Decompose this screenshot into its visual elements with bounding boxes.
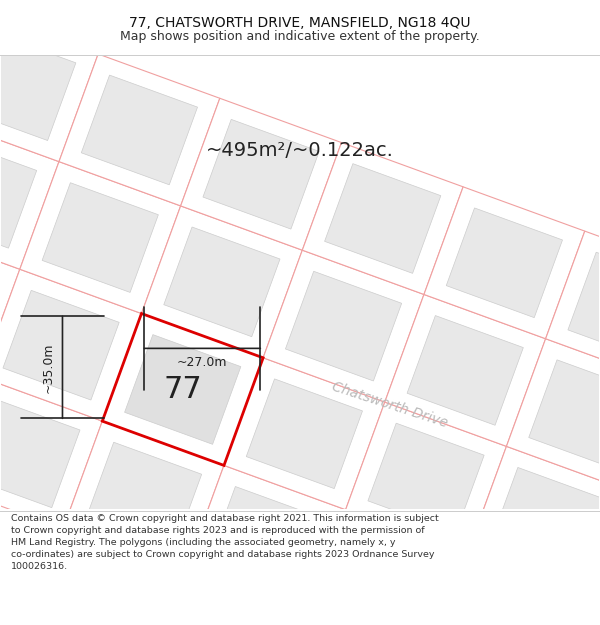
Polygon shape bbox=[63, 421, 224, 573]
Polygon shape bbox=[0, 269, 142, 421]
Polygon shape bbox=[3, 291, 119, 400]
Polygon shape bbox=[529, 360, 600, 469]
Polygon shape bbox=[85, 442, 202, 552]
Polygon shape bbox=[20, 162, 181, 314]
Text: Contains OS data © Crown copyright and database right 2021. This information is : Contains OS data © Crown copyright and d… bbox=[11, 514, 439, 571]
Polygon shape bbox=[385, 294, 545, 446]
Text: ~35.0m: ~35.0m bbox=[41, 342, 55, 392]
Text: Map shows position and indicative extent of the property.: Map shows position and indicative extent… bbox=[120, 30, 480, 43]
Polygon shape bbox=[0, 118, 59, 269]
Polygon shape bbox=[181, 98, 341, 250]
Polygon shape bbox=[185, 466, 346, 618]
Polygon shape bbox=[125, 334, 241, 444]
Polygon shape bbox=[302, 142, 463, 294]
Polygon shape bbox=[59, 54, 220, 206]
Polygon shape bbox=[125, 334, 241, 444]
Polygon shape bbox=[428, 554, 589, 625]
Polygon shape bbox=[368, 423, 484, 533]
Polygon shape bbox=[329, 531, 445, 625]
Polygon shape bbox=[207, 486, 323, 596]
Polygon shape bbox=[246, 379, 362, 489]
Polygon shape bbox=[407, 316, 523, 425]
Polygon shape bbox=[424, 187, 585, 339]
Polygon shape bbox=[307, 510, 467, 625]
Polygon shape bbox=[263, 250, 424, 402]
Text: ~495m²/~0.122ac.: ~495m²/~0.122ac. bbox=[206, 141, 394, 161]
Polygon shape bbox=[0, 225, 20, 377]
Polygon shape bbox=[164, 227, 280, 337]
Polygon shape bbox=[81, 75, 197, 185]
Text: ~27.0m: ~27.0m bbox=[177, 356, 227, 369]
Polygon shape bbox=[467, 446, 600, 598]
Polygon shape bbox=[224, 357, 385, 510]
Polygon shape bbox=[506, 339, 600, 491]
Polygon shape bbox=[0, 398, 80, 508]
Polygon shape bbox=[325, 164, 441, 273]
Polygon shape bbox=[142, 206, 302, 358]
Polygon shape bbox=[490, 468, 600, 577]
Polygon shape bbox=[0, 10, 98, 162]
Polygon shape bbox=[0, 31, 76, 141]
Polygon shape bbox=[203, 119, 319, 229]
Text: 77, CHATSWORTH DRIVE, MANSFIELD, NG18 4QU: 77, CHATSWORTH DRIVE, MANSFIELD, NG18 4Q… bbox=[129, 16, 471, 30]
Polygon shape bbox=[568, 253, 600, 362]
Text: 77: 77 bbox=[163, 375, 202, 404]
Text: Chatsworth Drive: Chatsworth Drive bbox=[330, 379, 449, 430]
Polygon shape bbox=[286, 271, 401, 381]
Polygon shape bbox=[103, 314, 263, 466]
Polygon shape bbox=[545, 231, 600, 383]
Polygon shape bbox=[103, 314, 263, 466]
Polygon shape bbox=[346, 402, 506, 554]
Polygon shape bbox=[0, 139, 37, 248]
Polygon shape bbox=[42, 182, 158, 292]
Polygon shape bbox=[446, 208, 562, 318]
Polygon shape bbox=[0, 377, 103, 529]
Polygon shape bbox=[451, 575, 566, 625]
